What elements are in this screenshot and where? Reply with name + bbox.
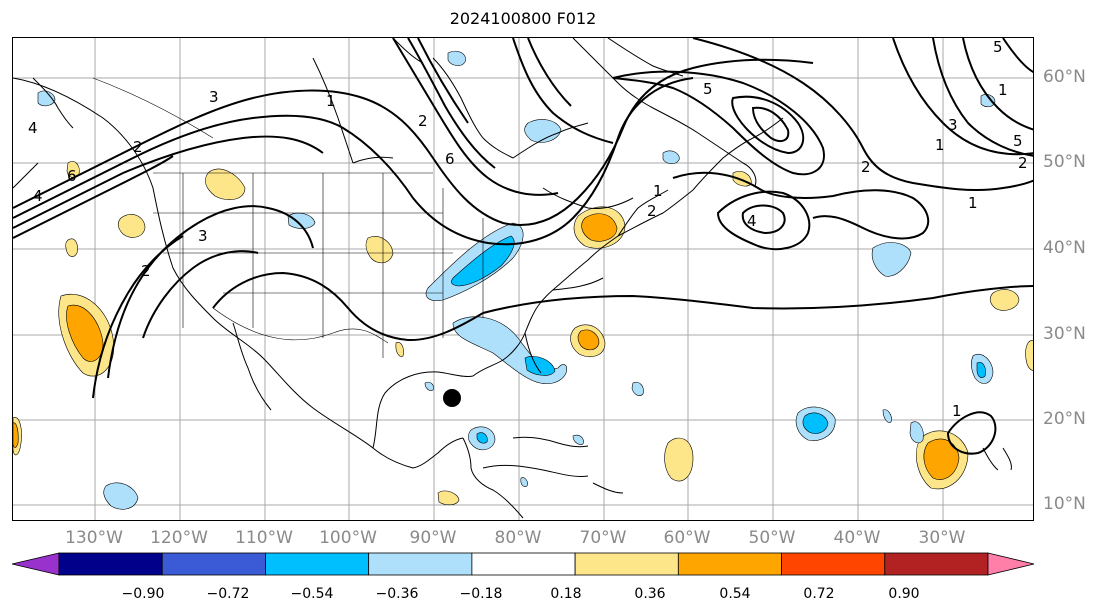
- contour-label-group: 3 2 4 6 3 2 1 2 4 6 5 3 2 1 5 1 2 1 1 2 …: [28, 38, 1028, 420]
- colorbar-segment: [161, 552, 266, 576]
- contour-label: 6: [445, 150, 455, 168]
- colorbar: [11, 552, 1035, 576]
- graticule: [13, 38, 1033, 520]
- contour-label: 2: [861, 158, 871, 176]
- lat-label: 50°N: [1043, 152, 1086, 172]
- map-panel[interactable]: 3 2 4 6 3 2 1 2 4 6 5 3 2 1 5 1 2 1 1 2 …: [12, 37, 1034, 521]
- colorbar-tick-label: −0.90: [121, 586, 165, 602]
- lat-label: 60°N: [1043, 67, 1086, 87]
- lon-label: 30°W: [918, 528, 966, 548]
- contour-label: 5: [1013, 132, 1023, 150]
- lat-label: 20°N: [1043, 409, 1086, 429]
- colorbar-segment: [781, 552, 886, 576]
- contour-label: 2: [418, 112, 428, 130]
- colorbar-segment: [471, 552, 576, 576]
- contour-label: 4: [28, 119, 38, 137]
- coastlines: [13, 38, 1012, 519]
- contour-label: 1: [935, 136, 945, 154]
- contour-lines: [13, 38, 1033, 455]
- contour-label: 3: [209, 88, 219, 106]
- contour-label: 5: [993, 38, 1003, 56]
- contour-label: 2: [141, 262, 151, 280]
- colorbar-segment: [58, 552, 163, 576]
- contour-label: 2: [133, 138, 143, 156]
- negative-anomaly-areas: [37, 50, 996, 510]
- colorbar-tick-label: 0.54: [719, 586, 751, 602]
- colorbar-tick-label: −0.18: [459, 586, 503, 602]
- contour-label: 3: [198, 227, 208, 245]
- lon-label: 70°W: [579, 528, 627, 548]
- lat-label: 30°N: [1043, 324, 1086, 344]
- lon-label: 90°W: [409, 528, 457, 548]
- colorbar-segment: [884, 552, 989, 576]
- contour-label: 6: [67, 167, 77, 185]
- colorbar-tick-label: 0.18: [550, 586, 582, 602]
- map-svg: 3 2 4 6 3 2 1 2 4 6 5 3 2 1 5 1 2 1 1 2 …: [13, 38, 1033, 520]
- positive-anomaly-areas: [13, 161, 1033, 506]
- lon-label: 110°W: [235, 528, 293, 548]
- contour-label: 3: [948, 116, 958, 134]
- lon-label: 60°W: [663, 528, 711, 548]
- lat-label: 40°N: [1043, 238, 1086, 258]
- contour-label: 5: [703, 80, 713, 98]
- lon-label: 80°W: [494, 528, 542, 548]
- colorbar-tick-label: −0.72: [206, 586, 250, 602]
- colorbar-extend-high: [987, 552, 1035, 576]
- contour-label: 4: [33, 187, 43, 205]
- colorbar-tick-label: 0.36: [634, 586, 666, 602]
- contour-label: 1: [653, 182, 663, 200]
- colorbar-extend-low: [11, 552, 60, 576]
- colorbar-tick-label: 0.72: [803, 586, 835, 602]
- lon-label: 100°W: [319, 528, 377, 548]
- contour-label: 1: [968, 194, 978, 212]
- lon-label: 120°W: [150, 528, 208, 548]
- lon-label: 130°W: [65, 528, 123, 548]
- lon-label: 50°W: [748, 528, 796, 548]
- contour-label: 2: [647, 202, 657, 220]
- contour-label: 4: [747, 212, 757, 230]
- colorbar-segment: [265, 552, 370, 576]
- colorbar-tick-label: 0.90: [888, 586, 920, 602]
- colorbar-tick-label: −0.36: [375, 586, 419, 602]
- storm-center-marker: [443, 389, 461, 407]
- contour-label: 1: [326, 92, 336, 110]
- lon-label: 40°W: [833, 528, 881, 548]
- colorbar-segment: [574, 552, 679, 576]
- contour-label: 2: [1018, 154, 1028, 172]
- colorbar-segment: [368, 552, 473, 576]
- colorbar-tick-label: −0.54: [290, 586, 334, 602]
- contour-label: 1: [998, 81, 1008, 99]
- lat-label: 10°N: [1043, 494, 1086, 514]
- map-title: 2024100800 F012: [449, 9, 597, 28]
- colorbar-segment: [677, 552, 782, 576]
- contour-label: 1: [952, 402, 962, 420]
